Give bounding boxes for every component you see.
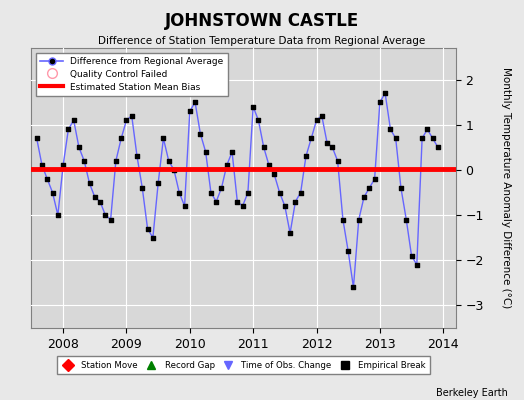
- Point: [154, 180, 162, 187]
- Point: [165, 158, 173, 164]
- Point: [133, 153, 141, 160]
- Point: [85, 180, 94, 187]
- Point: [144, 226, 152, 232]
- Y-axis label: Monthly Temperature Anomaly Difference (°C): Monthly Temperature Anomaly Difference (…: [500, 67, 511, 309]
- Point: [386, 126, 395, 132]
- Point: [238, 203, 247, 209]
- Point: [276, 189, 284, 196]
- Point: [423, 126, 432, 132]
- Point: [138, 185, 147, 191]
- Point: [318, 112, 326, 119]
- Point: [48, 189, 57, 196]
- Point: [297, 189, 305, 196]
- Point: [64, 126, 72, 132]
- Point: [254, 117, 263, 124]
- Point: [112, 158, 120, 164]
- Point: [233, 198, 242, 205]
- Text: Difference of Station Temperature Data from Regional Average: Difference of Station Temperature Data f…: [99, 36, 425, 46]
- Point: [429, 135, 437, 142]
- Point: [91, 194, 99, 200]
- Point: [344, 248, 352, 254]
- Point: [170, 167, 178, 173]
- Point: [122, 117, 130, 124]
- Point: [249, 104, 257, 110]
- Point: [328, 144, 336, 150]
- Point: [244, 189, 252, 196]
- Point: [307, 135, 315, 142]
- Point: [391, 135, 400, 142]
- Point: [185, 108, 194, 114]
- Point: [32, 135, 41, 142]
- Point: [38, 162, 46, 169]
- Point: [127, 112, 136, 119]
- Point: [407, 252, 416, 259]
- Point: [312, 117, 321, 124]
- Point: [418, 135, 427, 142]
- Point: [228, 149, 236, 155]
- Point: [80, 158, 89, 164]
- Point: [381, 90, 389, 96]
- Point: [96, 198, 104, 205]
- Point: [117, 135, 125, 142]
- Point: [180, 203, 189, 209]
- Point: [175, 189, 183, 196]
- Legend: Station Move, Record Gap, Time of Obs. Change, Empirical Break: Station Move, Record Gap, Time of Obs. C…: [57, 356, 430, 374]
- Point: [270, 171, 278, 178]
- Point: [291, 198, 300, 205]
- Point: [159, 135, 168, 142]
- Point: [259, 144, 268, 150]
- Text: JOHNSTOWN CASTLE: JOHNSTOWN CASTLE: [165, 12, 359, 30]
- Point: [350, 284, 358, 290]
- Point: [286, 230, 294, 236]
- Point: [59, 162, 67, 169]
- Point: [265, 162, 273, 169]
- Text: Berkeley Earth: Berkeley Earth: [436, 388, 508, 398]
- Point: [434, 144, 442, 150]
- Point: [191, 99, 199, 105]
- Point: [365, 185, 374, 191]
- Point: [53, 212, 62, 218]
- Point: [212, 198, 221, 205]
- Point: [206, 189, 215, 196]
- Point: [323, 140, 331, 146]
- Point: [223, 162, 231, 169]
- Point: [281, 203, 289, 209]
- Point: [355, 216, 363, 223]
- Point: [217, 185, 226, 191]
- Point: [43, 176, 51, 182]
- Point: [412, 262, 421, 268]
- Point: [302, 153, 310, 160]
- Point: [339, 216, 347, 223]
- Point: [149, 234, 157, 241]
- Point: [70, 117, 78, 124]
- Point: [201, 149, 210, 155]
- Point: [370, 176, 379, 182]
- Point: [360, 194, 368, 200]
- Point: [376, 99, 384, 105]
- Point: [397, 185, 405, 191]
- Point: [101, 212, 110, 218]
- Point: [75, 144, 83, 150]
- Point: [402, 216, 410, 223]
- Point: [196, 131, 204, 137]
- Point: [333, 158, 342, 164]
- Point: [106, 216, 115, 223]
